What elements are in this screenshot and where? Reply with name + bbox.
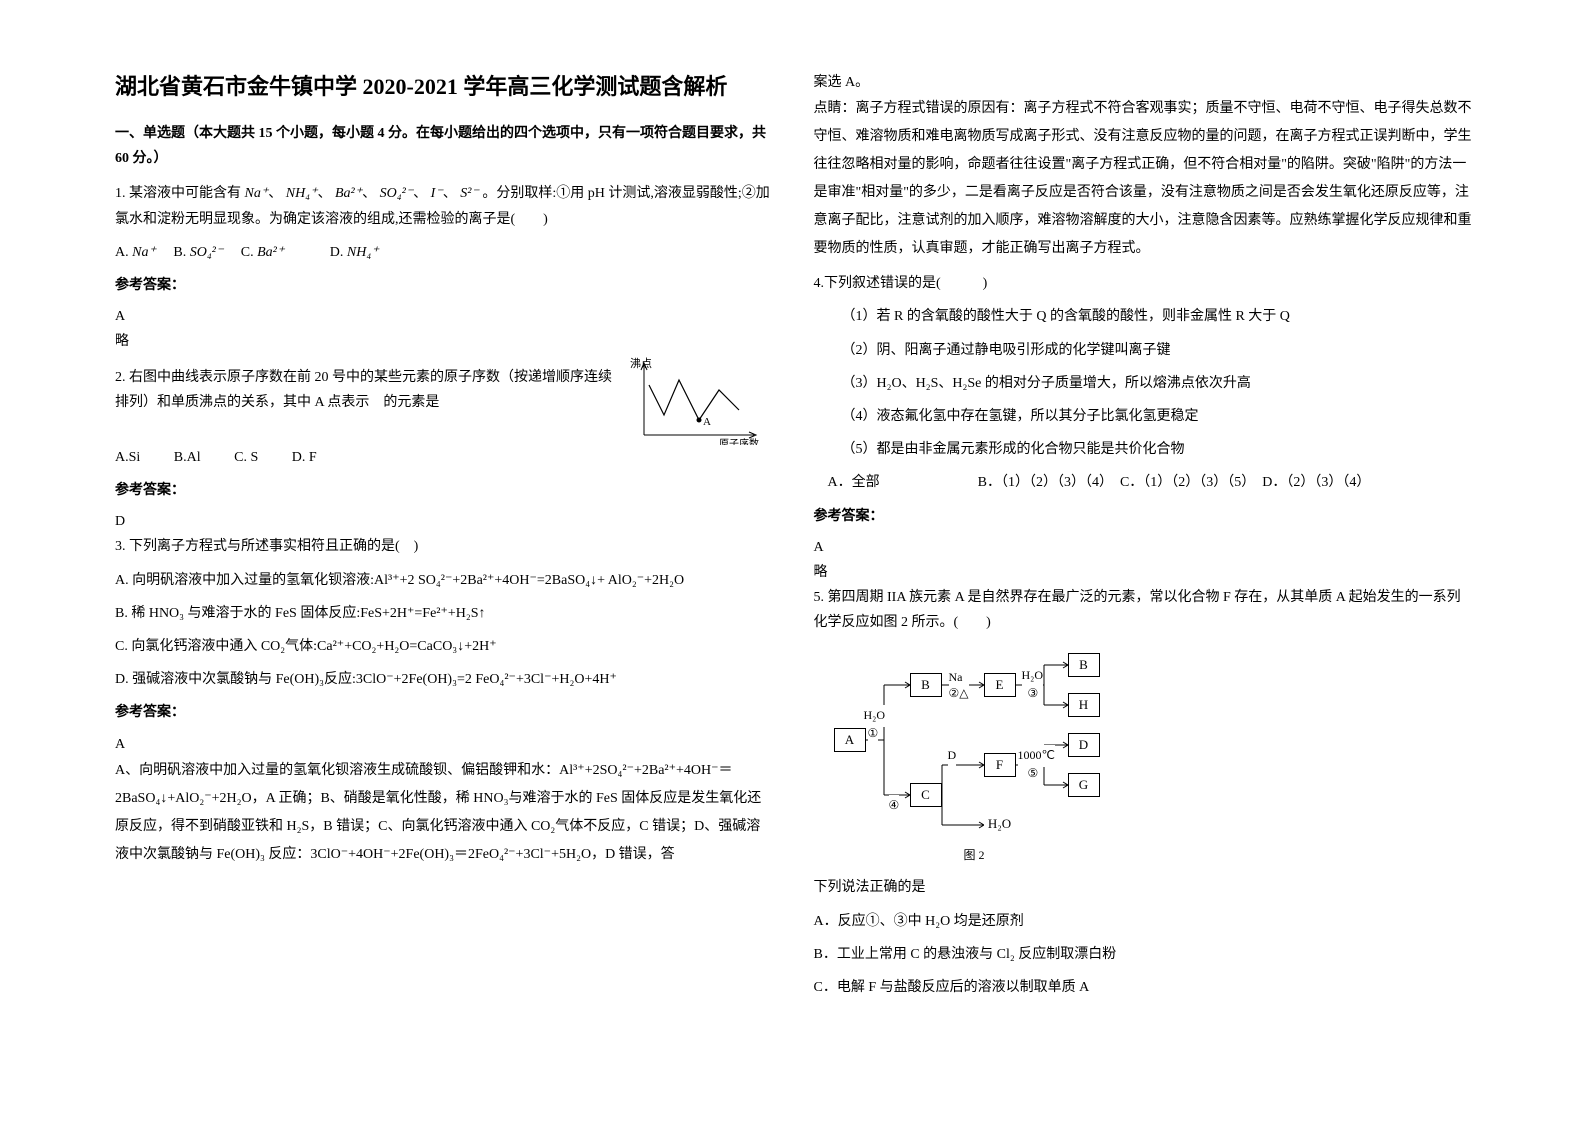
- question-2: 2. 右图中曲线表示原子序数在前 20 号中的某些元素的原子序数（按递增顺序连续…: [115, 365, 774, 415]
- section-heading: 一、单选题（本大题共 15 个小题，每小题 4 分。在每小题给出的四个选项中，只…: [115, 121, 774, 171]
- q5-opt-a: A．反应①、③中 H₂O 均是还原剂: [814, 909, 1473, 934]
- q1-ion: I⁻: [431, 186, 443, 201]
- q3-explain: A、向明矾溶液中加入过量的氢氧化钡溶液生成硫酸钡、偏铝酸钾和水：Al³⁺+2SO…: [115, 757, 774, 869]
- q3-opt-d: D. 强碱溶液中次氯酸钠与 Fe(OH)₃反应:3ClO⁻+2Fe(OH)₃=2…: [115, 667, 774, 692]
- q4-s5: （5）都是由非金属元素形成的化合物只能是共价化合物: [814, 437, 1473, 462]
- q4-opts: A．全部 B．（1）（2）（3）（4） C．（1）（2）（3）（5） D．（2）…: [814, 470, 1473, 495]
- q1-ion: NH₄⁺: [286, 186, 318, 201]
- q3-stem: 3. 下列离子方程式与所述事实相符且正确的是( ): [115, 534, 774, 559]
- q3-tip: 点睛：离子方程式错误的原因有：离子方程式不符合客观事实；质量不守恒、电荷不守恒、…: [814, 95, 1473, 263]
- q3-opt-a: A. 向明矾溶液中加入过量的氢氧化钡溶液:Al³⁺+2 SO₄²⁻+2Ba²⁺+…: [115, 568, 774, 593]
- q2-opt-a: A.Si: [115, 445, 140, 470]
- q5-diagram: A B E B H C F D G H₂O H₂O ① Na ②△ H₂O ③ …: [834, 645, 1134, 865]
- q2-opt-b: B.Al: [174, 445, 201, 470]
- q1-opt-a: Na⁺: [132, 245, 156, 260]
- node-f: F: [984, 753, 1016, 777]
- right-column: 案选 A。 点睛：离子方程式错误的原因有：离子方程式不符合客观事实；质量不守恒、…: [794, 70, 1493, 1052]
- q4-stem: 4.下列叙述错误的是( ): [814, 271, 1473, 296]
- q4-s2: （2）阴、阳离子通过静电吸引形成的化学键叫离子键: [814, 338, 1473, 363]
- answer-label: 参考答案：: [115, 478, 774, 503]
- q3-cont: 案选 A。: [814, 70, 1473, 95]
- edge-h2o-bottom: H₂O: [984, 813, 1016, 837]
- answer-label: 参考答案：: [115, 700, 774, 725]
- node-b: B: [910, 673, 942, 697]
- node-a: A: [834, 728, 866, 752]
- question-1: 1. 某溶液中可能含有 Na⁺、 NH₄⁺、 Ba²⁺、 SO₄²⁻、 I⁻、 …: [115, 181, 774, 231]
- q4-answer: A: [814, 535, 1473, 560]
- q1-options: A. Na⁺ B. SO₄²⁻ C. Ba²⁺ D. NH₄⁺: [115, 240, 774, 265]
- q2-options: A.Si B.Al C. S D. F: [115, 445, 774, 470]
- q2-opt-c: C. S: [234, 445, 258, 470]
- page-title: 湖北省黄石市金牛镇中学 2020-2021 学年高三化学测试题含解析: [115, 70, 774, 103]
- q5-after: 下列说法正确的是: [814, 875, 1473, 900]
- edge-1: ①: [868, 723, 879, 745]
- q4-s1: （1）若 R 的含氧酸的酸性大于 Q 的含氧酸的酸性，则非金属性 R 大于 Q: [814, 304, 1473, 329]
- answer-label: 参考答案：: [814, 504, 1473, 529]
- q1-stem-a: 1. 某溶液中可能含有: [115, 186, 241, 201]
- q1-ion: Na⁺: [245, 186, 269, 201]
- edge-3: ③: [1028, 683, 1039, 705]
- q4-note: 略: [814, 560, 1473, 585]
- left-column: 湖北省黄石市金牛镇中学 2020-2021 学年高三化学测试题含解析 一、单选题…: [95, 70, 794, 1052]
- q1-opt-d: NH₄⁺: [347, 245, 379, 260]
- node-e: E: [984, 673, 1016, 697]
- q4-s4: （4）液态氟化氢中存在氢键，所以其分子比氯化氢更稳定: [814, 404, 1473, 429]
- q4-s3: （3）H₂O、H₂S、H₂Se 的相对分子质量增大，所以熔沸点依次升高: [814, 371, 1473, 396]
- node-c: C: [910, 783, 942, 807]
- svg-text:A: A: [703, 416, 711, 428]
- q1-note: 略: [115, 329, 774, 354]
- q1-ion: SO₄²⁻: [380, 186, 414, 201]
- fig-caption: 图 2: [964, 845, 985, 867]
- q1-ion: S²⁻: [460, 186, 479, 201]
- q1-answer: A: [115, 304, 774, 329]
- q2-answer: D: [115, 509, 774, 534]
- edge-2: ②△: [949, 683, 969, 705]
- svg-text:原子序数: 原子序数: [719, 437, 759, 445]
- q5-opt-c: C．电解 F 与盐酸反应后的溶液以制取单质 A: [814, 975, 1473, 1000]
- edge-5: ⑤: [1028, 763, 1039, 785]
- q1-opt-b: SO₄²⁻: [190, 245, 224, 260]
- node-d: D: [1068, 733, 1100, 757]
- q1-opt-c: Ba²⁺: [257, 245, 284, 260]
- q3-answer: A: [115, 732, 774, 757]
- q2-figure: A 沸点 原子序数: [624, 355, 764, 445]
- q5-opt-b: B．工业上常用 C 的悬浊液与 Cl₂ 反应制取漂白粉: [814, 942, 1473, 967]
- node-b2: B: [1068, 653, 1100, 677]
- answer-label: 参考答案：: [115, 273, 774, 298]
- q5-stem: 5. 第四周期 IIA 族元素 A 是自然界存在最广泛的元素，常以化合物 F 存…: [814, 585, 1473, 635]
- edge-d: D: [948, 745, 957, 767]
- q3-opt-c: C. 向氯化钙溶液中通入 CO₂气体:Ca²⁺+CO₂+H₂O=CaCO₃↓+2…: [115, 634, 774, 659]
- svg-text:沸点: 沸点: [630, 357, 652, 370]
- edge-4: ④: [889, 795, 900, 817]
- q3-opt-b: B. 稀 HNO₃ 与难溶于水的 FeS 固体反应:FeS+2H⁺=Fe²⁺+H…: [115, 601, 774, 626]
- node-g: G: [1068, 773, 1100, 797]
- q1-ion: Ba²⁺: [335, 186, 362, 201]
- node-h: H: [1068, 693, 1100, 717]
- q2-opt-d: D. F: [292, 445, 317, 470]
